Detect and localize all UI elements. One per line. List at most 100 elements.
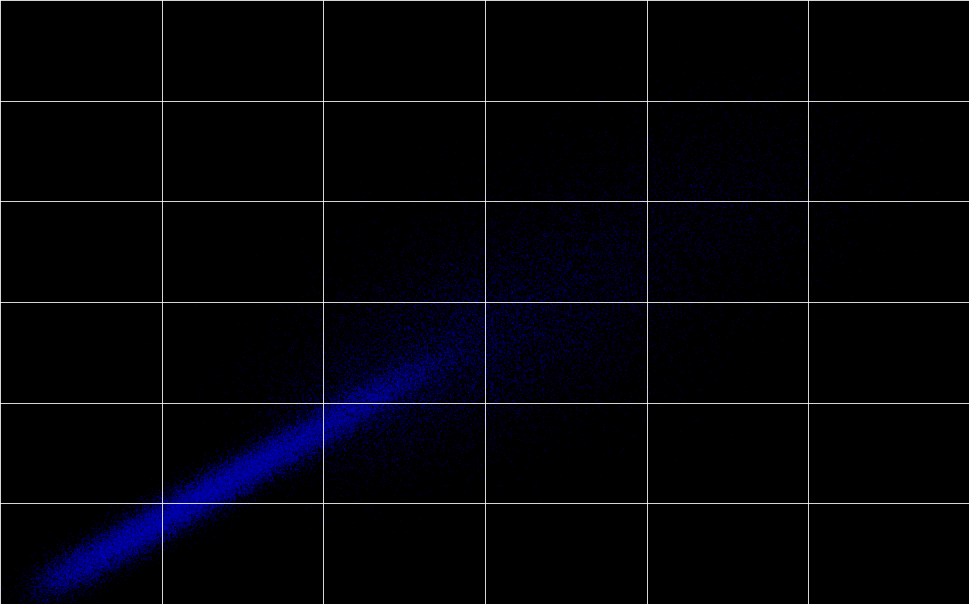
Point: [242, 464, 258, 474]
Point: [96, 551, 111, 561]
Point: [325, 411, 340, 421]
Point: [216, 477, 232, 487]
Point: [583, 224, 599, 234]
Point: [364, 403, 380, 413]
Point: [354, 423, 369, 432]
Point: [78, 542, 94, 552]
Point: [99, 541, 114, 550]
Point: [44, 571, 59, 581]
Point: [93, 569, 109, 579]
Point: [433, 345, 449, 355]
Point: [72, 568, 87, 577]
Point: [483, 401, 498, 411]
Point: [507, 345, 522, 355]
Point: [337, 313, 353, 323]
Point: [637, 310, 652, 320]
Point: [182, 513, 198, 523]
Point: [325, 338, 340, 348]
Point: [189, 480, 204, 489]
Point: [389, 371, 404, 381]
Point: [175, 510, 191, 520]
Point: [70, 575, 85, 585]
Point: [324, 432, 339, 442]
Point: [255, 449, 270, 459]
Point: [402, 367, 418, 377]
Point: [650, 271, 666, 281]
Point: [402, 420, 418, 430]
Point: [256, 450, 271, 460]
Point: [498, 371, 514, 381]
Point: [677, 281, 693, 291]
Point: [232, 472, 247, 481]
Point: [104, 541, 119, 551]
Point: [172, 515, 187, 525]
Point: [340, 378, 356, 387]
Point: [259, 460, 274, 470]
Point: [209, 486, 225, 496]
Point: [118, 537, 134, 547]
Point: [315, 416, 330, 425]
Point: [546, 292, 561, 302]
Point: [221, 471, 236, 481]
Point: [325, 381, 340, 391]
Point: [570, 365, 585, 375]
Point: [190, 515, 205, 525]
Point: [243, 460, 259, 469]
Point: [267, 467, 283, 477]
Point: [448, 339, 463, 349]
Point: [107, 525, 122, 535]
Point: [90, 547, 106, 556]
Point: [49, 567, 65, 577]
Point: [230, 477, 245, 486]
Point: [378, 370, 393, 380]
Point: [332, 430, 348, 440]
Point: [385, 362, 400, 372]
Point: [130, 518, 145, 528]
Point: [415, 373, 430, 382]
Point: [204, 480, 220, 490]
Point: [314, 374, 329, 384]
Point: [273, 443, 289, 452]
Point: [382, 391, 397, 401]
Point: [417, 338, 432, 347]
Point: [239, 451, 255, 460]
Point: [222, 454, 237, 463]
Point: [215, 475, 231, 485]
Point: [586, 178, 602, 188]
Point: [277, 454, 293, 464]
Point: [276, 470, 292, 480]
Point: [245, 466, 261, 475]
Point: [309, 429, 325, 439]
Point: [608, 229, 623, 239]
Point: [84, 556, 100, 566]
Point: [235, 472, 251, 481]
Point: [850, 143, 865, 152]
Point: [194, 489, 209, 498]
Point: [313, 381, 328, 390]
Point: [400, 359, 416, 368]
Point: [362, 399, 378, 409]
Point: [444, 356, 459, 366]
Point: [401, 379, 417, 388]
Point: [230, 461, 245, 471]
Point: [56, 566, 72, 576]
Point: [184, 493, 200, 503]
Point: [266, 435, 282, 445]
Point: [562, 349, 578, 359]
Point: [522, 299, 538, 309]
Point: [451, 316, 466, 326]
Point: [537, 237, 552, 246]
Point: [412, 353, 427, 362]
Point: [49, 561, 65, 570]
Point: [264, 455, 279, 465]
Point: [75, 554, 90, 564]
Point: [441, 311, 456, 321]
Point: [120, 512, 136, 522]
Point: [68, 560, 83, 570]
Point: [97, 550, 112, 560]
Point: [258, 451, 273, 461]
Point: [232, 463, 247, 473]
Point: [296, 391, 311, 400]
Point: [675, 193, 691, 202]
Point: [155, 508, 171, 518]
